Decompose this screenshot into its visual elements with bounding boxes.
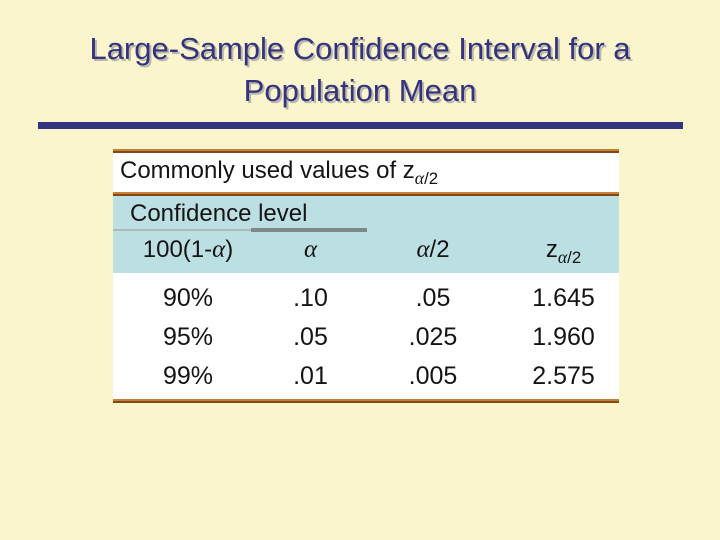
column-header-confidence: 100(1-α) [142, 236, 234, 263]
cell-alpha-half: .025 [408, 323, 458, 351]
column-header-alpha-half: α/2 [416, 236, 450, 263]
cell-alpha: .01 [293, 362, 328, 390]
header-underline-thick [251, 228, 367, 232]
cell-alpha-half: .05 [415, 284, 451, 312]
cell-alpha: .05 [293, 323, 328, 351]
table-row: 90% .10 .05 1.645 [113, 279, 619, 318]
cell-z-value: 1.645 [532, 284, 595, 312]
slide-title: Large-Sample Confidence Interval for a P… [0, 28, 720, 112]
z-values-table: Commonly used values of zα/2 Confidence … [113, 149, 619, 403]
table-body: 90% .10 .05 1.645 95% .05 .025 1.960 99%… [113, 273, 619, 399]
table-row: 99% .01 .005 2.575 [113, 357, 619, 396]
table-caption-subscript-alpha: α [414, 168, 425, 189]
cell-z-value: 2.575 [532, 362, 595, 390]
table-caption: Commonly used values of zα/2 [113, 153, 619, 192]
cell-alpha-half: .005 [408, 362, 458, 390]
table-header-section: Confidence level 100(1-α) α α/2 zα/2 [113, 196, 619, 273]
header-underline-thin [113, 229, 251, 231]
alpha-symbol: α [416, 236, 430, 263]
alpha-symbol: α [557, 247, 568, 268]
table-caption-border [113, 192, 619, 196]
column-header-z-alpha-half: zα/2 [545, 236, 582, 268]
slide-title-line-1: Large-Sample Confidence Interval for a [89, 31, 631, 66]
table-row: 95% .05 .025 1.960 [113, 318, 619, 357]
alpha-symbol: α [212, 236, 226, 263]
slide-title-line-2: Population Mean [243, 73, 477, 108]
cell-z-value: 1.960 [532, 323, 595, 351]
alpha-symbol: α [303, 236, 318, 263]
column-header-row: 100(1-α) α α/2 zα/2 [113, 236, 619, 268]
cell-confidence: 90% [162, 284, 214, 312]
confidence-level-label: Confidence level [130, 200, 308, 227]
cell-confidence: 99% [162, 362, 214, 390]
table-top-border [113, 149, 619, 153]
cell-confidence: 95% [162, 323, 214, 351]
table-caption-text: Commonly used values of z [120, 157, 415, 184]
table-caption-subscript-rest: /2 [424, 168, 439, 188]
cell-alpha: .10 [293, 284, 328, 312]
column-header-alpha: α [263, 236, 358, 268]
title-divider-rule [38, 122, 683, 129]
table-bottom-border [113, 399, 619, 403]
